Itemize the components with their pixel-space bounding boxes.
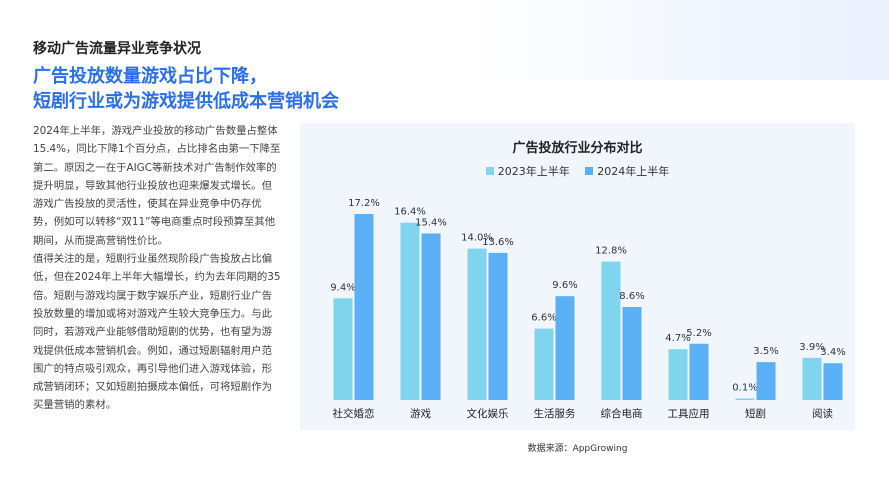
chart-title: 广告投放行业分布对比 [512,141,643,156]
bar [421,233,441,400]
data-label: 6.6% [531,313,556,324]
data-label: 16.4% [394,207,426,218]
body-text: 2024年上半年，游戏产业投放的移动广告数量占整体15.4%，同比下降1个百分点… [33,122,281,415]
bar [756,362,776,400]
data-label: 9.4% [330,282,355,293]
bar [735,398,755,400]
bar [534,328,554,400]
data-label: 0.1% [732,383,757,394]
category-label: 短剧 [745,407,766,420]
bar [467,248,487,400]
chart-legend: 2023年上半年 2024年上半年 [300,163,855,179]
legend-swatch [585,167,594,175]
header-background [469,0,889,80]
legend-item-2023: 2023年上半年 [485,163,570,179]
category-label: 阅读 [812,407,833,420]
section-title: 移动广告流量异业竞争状况 [33,41,201,57]
data-label: 9.6% [552,280,577,291]
bar [622,307,642,400]
data-label: 15.4% [415,217,447,228]
data-label: 3.4% [820,347,845,358]
category-label: 文化娱乐 [467,407,509,420]
category-label: 生活服务 [534,407,576,420]
paragraph: 值得关注的是，短剧行业虽然现阶段广告投放占比偏低，但在2024年上半年大幅增长，… [33,253,281,412]
headline-line-1: 广告投放数量游戏占比下降， [33,66,267,87]
bar [354,214,374,400]
data-label: 3.9% [799,342,824,353]
data-label: 12.8% [595,246,627,257]
paragraph: 2024年上半年，游戏产业投放的移动广告数量占整体15.4%，同比下降1个百分点… [33,125,281,247]
data-label: 14.0% [461,233,493,244]
bar [689,343,709,400]
legend-label: 2024年上半年 [597,165,670,178]
bar [601,261,621,400]
bar [823,363,843,400]
data-label: 4.7% [665,333,690,344]
legend-label: 2023年上半年 [497,165,570,178]
bar [400,222,420,400]
data-label: 5.2% [686,328,711,339]
category-label: 游戏 [410,407,431,420]
legend-item-2024: 2024年上半年 [585,163,669,179]
legend-swatch [485,167,494,175]
data-label: 17.2% [348,198,380,209]
category-label: 工具应用 [668,407,710,420]
data-source: 数据来源：AppGrowing [527,444,628,454]
bar-chart: 9.4% 17.2% 社交婚恋 16.4%15.4% 游戏 14.0%13.6% 文化娱乐 6… [330,198,845,420]
data-label: 8.6% [619,291,644,302]
bar [488,252,508,400]
chart-panel: 广告投放行业分布对比 2023年上半年 2024年上半年 9.4% 17.2% 社交… [300,123,855,430]
data-label: 13.6% [482,237,514,248]
bar [333,298,353,400]
data-label: 3.5% [753,346,778,357]
headline: 广告投放数量游戏占比下降， 短剧行业或为游戏提供低成本营销机会 [33,64,339,114]
headline-line-2: 短剧行业或为游戏提供低成本营销机会 [33,91,339,112]
bar [668,349,688,400]
category-label: 社交婚恋 [333,407,375,420]
bar [802,357,822,400]
bar [555,296,575,400]
category-label: 综合电商 [601,407,643,420]
